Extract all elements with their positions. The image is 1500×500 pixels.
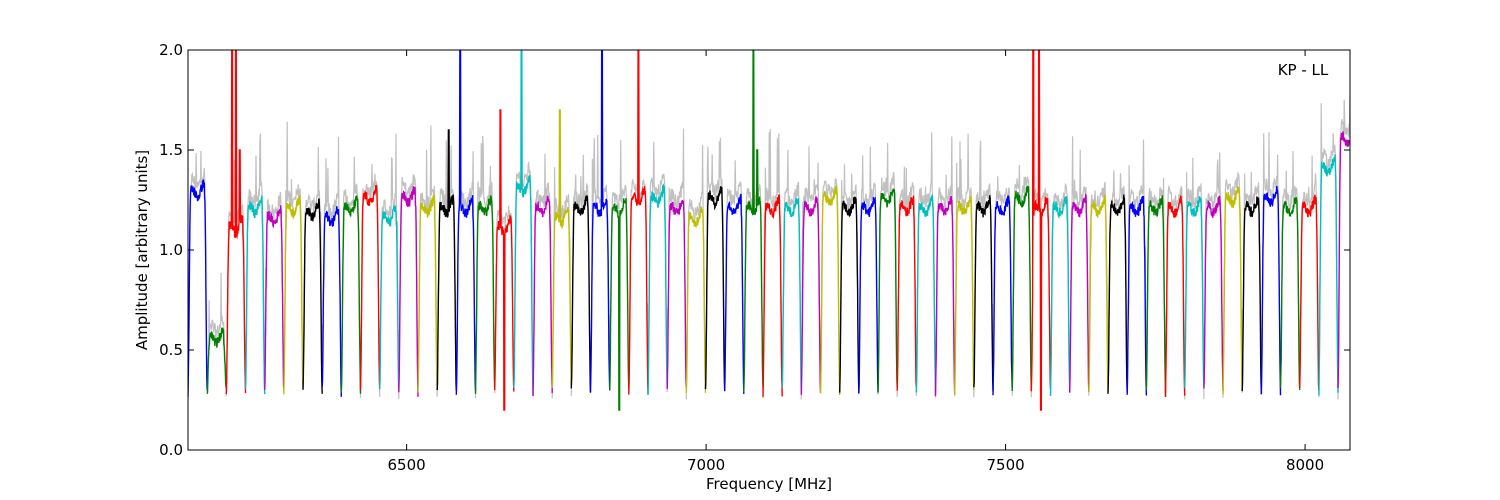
x-axis-label: Frequency [MHz] [706, 475, 832, 493]
channel-13-line [417, 194, 438, 393]
channel-29-line [724, 193, 745, 394]
channel-51-line [1145, 195, 1167, 398]
channel-46-line [1049, 195, 1071, 396]
channel-60-line [1318, 154, 1339, 396]
channel-27-line [685, 206, 707, 394]
channel-35-line [839, 196, 860, 393]
channel-11-line [379, 204, 400, 390]
channel-23-line [609, 198, 630, 411]
channel-18-line [513, 50, 534, 396]
channel-7-line [302, 198, 323, 394]
y-tick-label: 0.0 [159, 441, 183, 459]
channel-15-line [455, 50, 477, 395]
channel-36-line [858, 196, 879, 394]
channel-53-line [1184, 196, 1205, 390]
channel-5-line [264, 205, 285, 390]
channel-50-line [1126, 195, 1148, 396]
series-layer [188, 50, 1350, 411]
y-tick-label: 0.5 [159, 341, 183, 359]
background-trace [188, 94, 1350, 400]
channel-34-line [819, 184, 841, 396]
channel-43-line [992, 195, 1013, 396]
channel-41-line [954, 196, 975, 396]
channel-24-line [628, 50, 649, 395]
channel-56-line [1241, 196, 1263, 395]
channel-42-line [973, 195, 994, 392]
channel-8-line [321, 206, 342, 397]
channel-6-line [283, 194, 304, 395]
channel-57-line [1260, 185, 1282, 396]
x-tick-label: 7500 [986, 456, 1024, 474]
channel-54-line [1203, 195, 1224, 391]
channel-55-line [1222, 186, 1243, 395]
channel-39-line [915, 194, 937, 394]
channel-3-line [225, 50, 247, 395]
channel-44-line [1011, 185, 1032, 392]
channel-52-line [1164, 195, 1186, 397]
channel-12-line [398, 186, 419, 397]
channel-45-line [1030, 50, 1052, 411]
x-tick-label: 7000 [687, 456, 725, 474]
x-tick-label: 6500 [388, 456, 426, 474]
channel-9-line [340, 195, 362, 394]
channel-58-line [1279, 197, 1301, 391]
channel-20-line [551, 109, 572, 389]
channel-26-line [666, 199, 687, 390]
channel-30-line [743, 50, 764, 393]
channel-2-line [206, 326, 227, 394]
channel-40-line [934, 195, 956, 397]
y-tick-label: 1.5 [159, 141, 183, 159]
channel-19-line [532, 195, 553, 397]
channel-61-line [1337, 131, 1350, 389]
channel-22-line [589, 50, 611, 392]
channel-21-line [570, 195, 592, 393]
channel-28-line [704, 186, 726, 392]
channel-17-line [494, 109, 515, 411]
ticks-layer: 6500 7000 7500 8000 0.0 0.5 1.0 1.5 2.0 [159, 41, 1350, 474]
x-tick-label: 8000 [1286, 456, 1324, 474]
channel-33-line [800, 196, 822, 395]
channel-59-line [1299, 194, 1320, 391]
channel-31-line [762, 194, 783, 397]
channel-48-line [1088, 193, 1109, 393]
channel-14-line [436, 129, 457, 391]
channel-49-line [1107, 194, 1128, 394]
channel-38-line [896, 195, 917, 391]
channel-47-line [1069, 193, 1090, 393]
y-tick-label: 1.0 [159, 241, 183, 259]
y-tick-label: 2.0 [159, 41, 183, 59]
channel-1-line [188, 179, 208, 397]
channel-32-line [781, 197, 802, 392]
channel-25-line [647, 183, 668, 396]
y-axis-label: Amplitude [arbitrary units] [133, 150, 151, 350]
channel-37-line [877, 187, 898, 393]
channel-4-line [244, 195, 266, 395]
annotation-label: KP - LL [1278, 61, 1329, 79]
channel-10-line [359, 184, 381, 391]
channel-16-line [474, 195, 496, 394]
